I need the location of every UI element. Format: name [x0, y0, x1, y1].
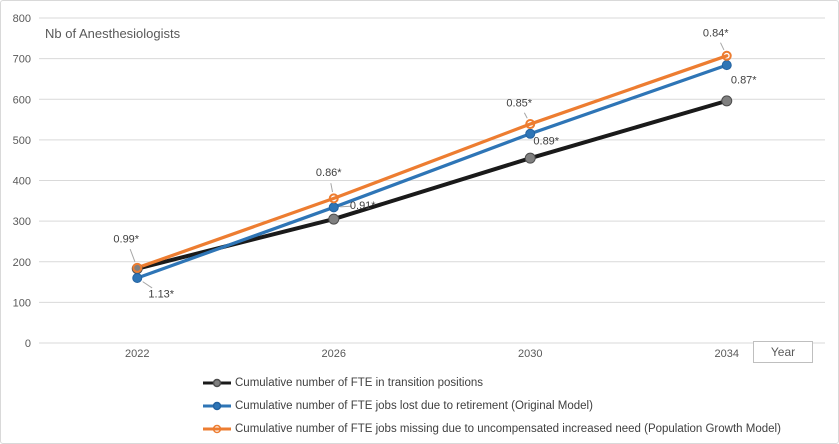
- annotation-leader-line: [720, 42, 725, 51]
- legend-item-transition-positions[interactable]: Cumulative number of FTE in transition p…: [202, 376, 781, 390]
- annotation-leader-line: [523, 112, 528, 119]
- annotation-label: 0.89*: [533, 135, 559, 147]
- data-point-marker[interactable]: [721, 60, 732, 71]
- legend-label-increased-need: Cumulative number of FTE jobs missing du…: [235, 423, 781, 435]
- x-tick-label: 2030: [518, 348, 542, 360]
- y-tick-label: 200: [13, 257, 31, 269]
- data-point-marker[interactable]: [525, 128, 536, 139]
- y-tick-label: 800: [13, 13, 31, 25]
- series-line-1[interactable]: [135, 63, 729, 280]
- x-tick-label: 2022: [125, 348, 149, 360]
- annotation-label: 0.99*: [113, 233, 139, 245]
- annotation-label: 1.13*: [148, 289, 174, 301]
- annotation-label: 0.91*: [350, 200, 376, 212]
- data-point-marker[interactable]: [328, 213, 340, 225]
- annotation-label: 0.87*: [731, 75, 757, 87]
- annotation-label: 0.84*: [703, 27, 729, 39]
- annotation-leader-line: [142, 281, 153, 289]
- legend-label-transition-positions: Cumulative number of FTE in transition p…: [235, 377, 483, 389]
- y-tick-label: 500: [13, 135, 31, 147]
- annotation-leader-line: [129, 248, 136, 262]
- legend: Cumulative number of FTE in transition p…: [202, 376, 781, 436]
- legend-item-increased-need[interactable]: Cumulative number of FTE jobs missing du…: [202, 422, 781, 436]
- data-point-marker[interactable]: [328, 193, 339, 204]
- annotation-label: 0.85*: [506, 98, 532, 110]
- data-point-marker[interactable]: [132, 273, 143, 283]
- annotation-leader-line: [330, 183, 334, 193]
- y-tick-label: 0: [25, 338, 31, 350]
- x-axis-title: Year: [770, 345, 796, 359]
- y-tick-label: 400: [13, 176, 31, 188]
- x-axis-title-box[interactable]: Year: [753, 341, 813, 363]
- legend-line-marker-icon: [203, 401, 231, 411]
- data-point-marker[interactable]: [328, 202, 339, 213]
- legend-item-retirement[interactable]: Cumulative number of FTE jobs lost due t…: [202, 399, 781, 413]
- x-tick-label: 2026: [322, 348, 346, 360]
- data-point-marker[interactable]: [721, 50, 732, 61]
- data-point-marker[interactable]: [721, 95, 733, 107]
- chart-title: Nb of Anesthesiologists: [45, 26, 181, 41]
- legend-line-marker-icon: [203, 378, 231, 388]
- annotation-label: 0.86*: [316, 167, 342, 179]
- data-point-marker[interactable]: [132, 262, 143, 273]
- y-tick-label: 100: [13, 297, 31, 309]
- y-tick-label: 600: [13, 94, 31, 106]
- legend-line-marker-icon: [203, 424, 231, 434]
- y-tick-label: 700: [13, 54, 31, 66]
- series-line-0[interactable]: [135, 98, 729, 271]
- series-line-2[interactable]: [135, 54, 729, 270]
- legend-label-retirement: Cumulative number of FTE jobs lost due t…: [235, 400, 593, 412]
- annotation-leader-line: [340, 205, 352, 208]
- x-tick-label: 2034: [715, 348, 739, 360]
- y-tick-label: 300: [13, 216, 31, 228]
- data-point-marker[interactable]: [524, 152, 536, 164]
- data-point-marker[interactable]: [525, 119, 536, 130]
